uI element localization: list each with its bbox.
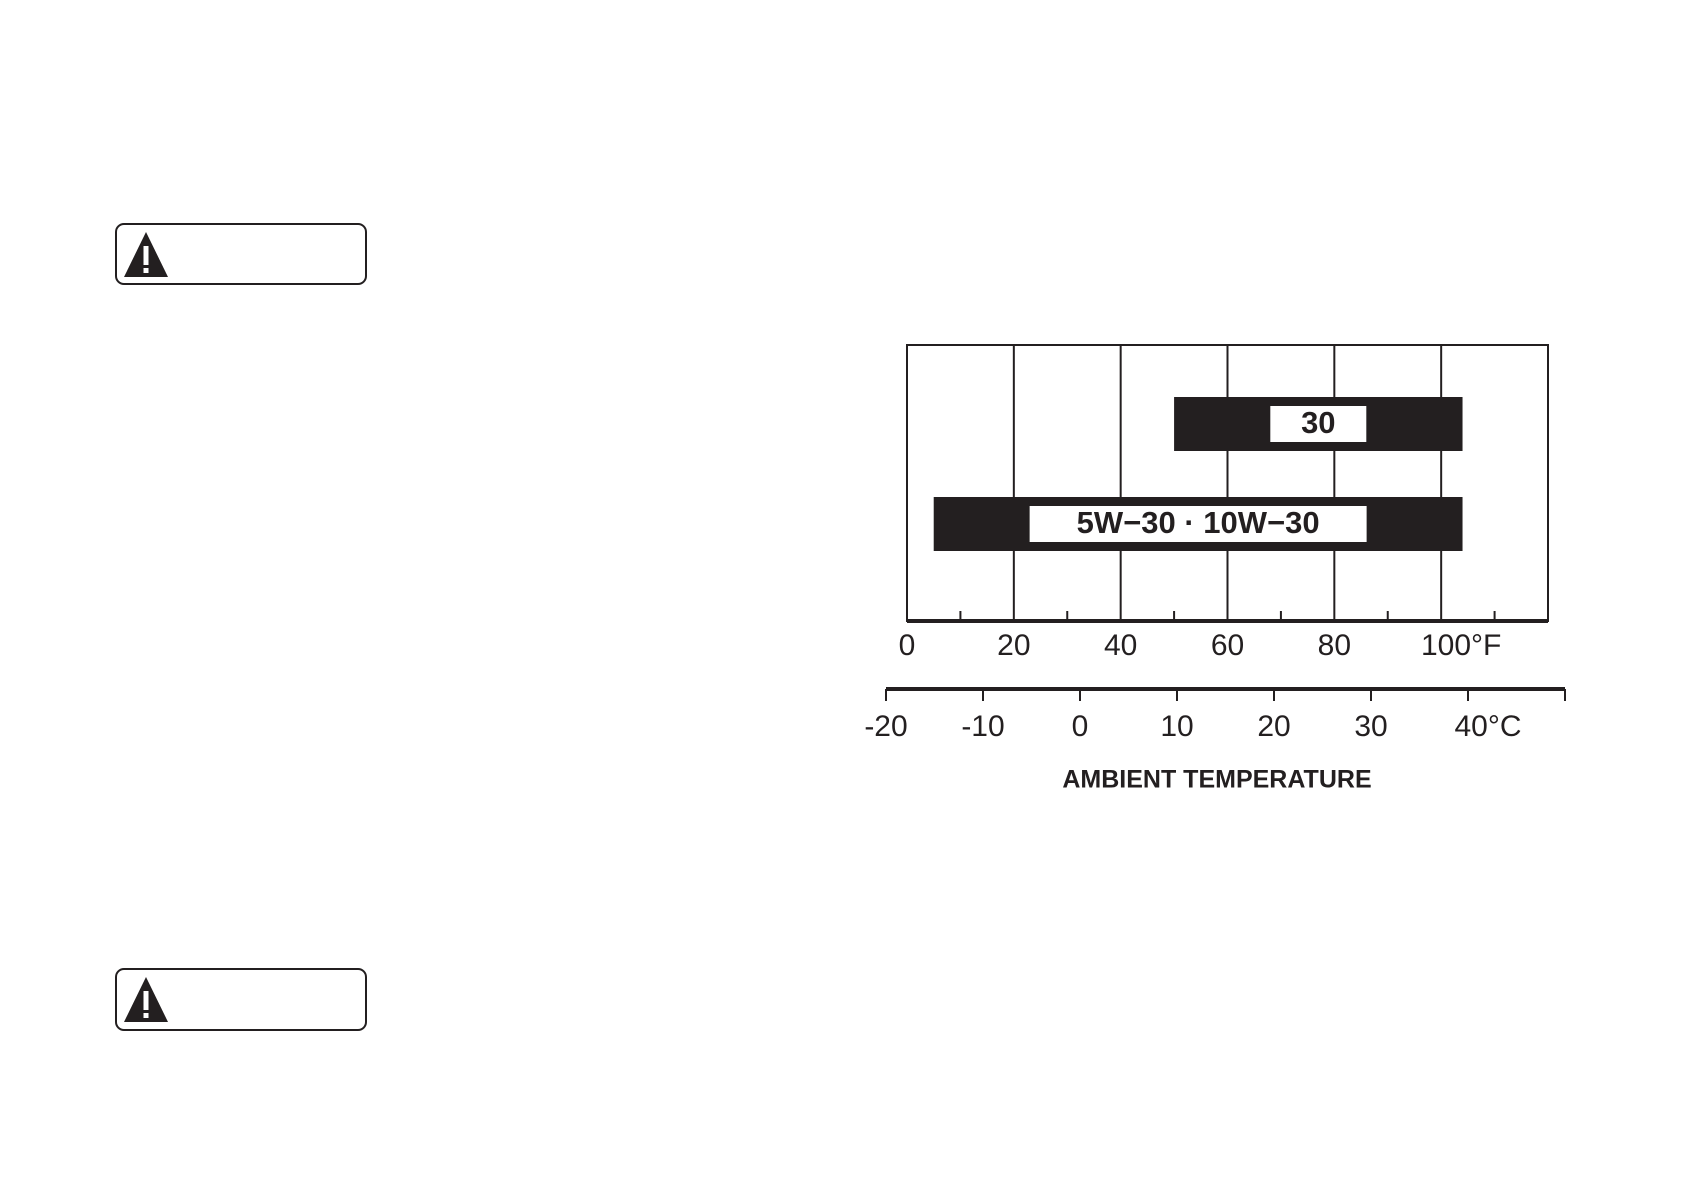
warning-icon-mark: [143, 991, 149, 1010]
warning-frame: [115, 968, 367, 1031]
x-tick-label: 60: [1211, 629, 1244, 662]
x2-tick-label: 20: [1257, 710, 1290, 743]
label-box: [1029, 506, 1367, 542]
x-tick-label: 20: [997, 629, 1030, 662]
warning-box: [115, 223, 367, 285]
x-tick-label: 100°F: [1421, 629, 1501, 662]
x2-tick-label: 0: [1072, 710, 1089, 743]
warning-icon-dot: [143, 268, 149, 273]
warning-box: [115, 968, 367, 1031]
x2-tick-label: -10: [961, 710, 1004, 743]
warning-icon-dot: [143, 1013, 149, 1018]
bar-label: 5W−30 · 10W−30: [1077, 505, 1320, 540]
label-box: [1270, 406, 1367, 442]
x-tick-label: 0: [899, 629, 916, 662]
warning-frame: [115, 223, 367, 285]
warning-icon-mark: [143, 246, 149, 265]
x2-tick-label: 30: [1354, 710, 1387, 743]
x-tick-label: 40: [1104, 629, 1137, 662]
x2-tick-label: -20: [864, 710, 907, 743]
x2-tick-label: 10: [1160, 710, 1193, 743]
bar-label: 30: [1301, 405, 1335, 440]
x2-tick-label: 40°C: [1454, 710, 1521, 743]
axis-title: AMBIENT TEMPERATURE: [1062, 766, 1371, 794]
x-tick-label: 80: [1318, 629, 1351, 662]
